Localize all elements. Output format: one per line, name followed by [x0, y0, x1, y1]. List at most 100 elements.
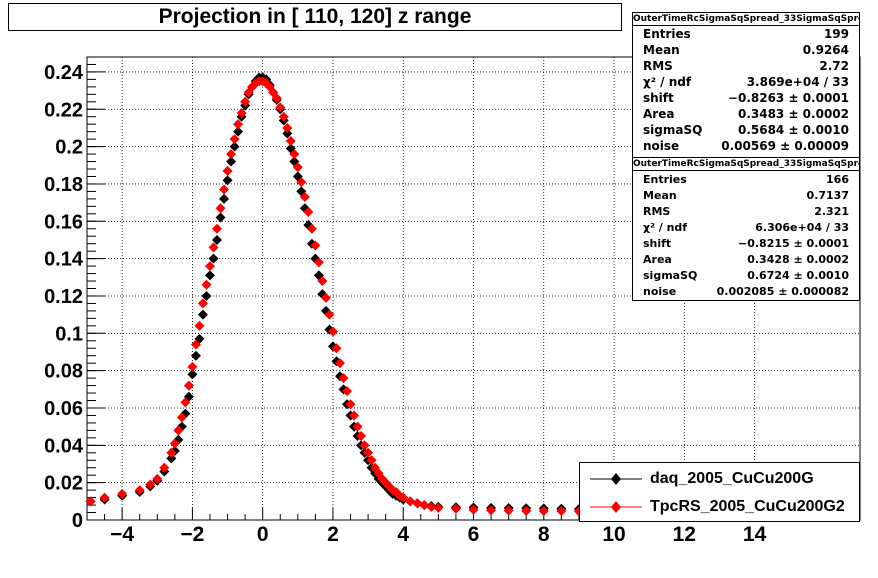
chart-title: Projection in [ 110, 120] z range	[8, 3, 622, 31]
data-point	[197, 309, 208, 320]
data-point	[226, 156, 237, 167]
stats-value: −0.8215 ± 0.0001	[738, 236, 849, 250]
data-point	[229, 141, 240, 152]
data-point	[299, 192, 310, 203]
data-point	[180, 397, 191, 408]
x-tick-label: 14	[743, 523, 767, 546]
stats-value: 199	[823, 27, 849, 41]
data-point	[190, 339, 201, 350]
data-point	[338, 373, 349, 384]
y-tick-label: 0.18	[44, 174, 83, 196]
data-point	[310, 240, 321, 251]
y-tick-label: 0.22	[44, 99, 83, 121]
data-point	[303, 206, 314, 217]
legend-marker-red-diamond-icon	[590, 501, 642, 513]
ticks: −4 −2 0 2 4 6 8 10 12 14 0 0.02 0.04 0.06 0.08 0.1 0.12 0…	[44, 62, 843, 546]
data-point	[240, 96, 251, 107]
stats-row: noise 0.00569 ± 0.00009	[633, 138, 859, 154]
data-point	[327, 326, 338, 337]
stats-value: 0.00569 ± 0.00009	[721, 139, 849, 153]
stats-value: −0.8263 ± 0.0001	[727, 91, 849, 105]
data-point	[233, 126, 244, 137]
legend-label-daq: daq_2005_CuCu200G	[650, 470, 814, 487]
data-point	[292, 162, 303, 173]
data-point	[222, 175, 233, 186]
y-tick-label: 0.1	[55, 323, 83, 345]
stats-label: shift	[643, 236, 672, 250]
data-point	[331, 343, 342, 354]
stats-value: 3.869e+04 / 33	[746, 75, 849, 89]
data-point	[468, 504, 479, 515]
data-point	[398, 492, 409, 503]
stats-header-2: OuterTimeRcSigmaSqSpread_33SigmaSqSpread	[633, 159, 859, 171]
stats-row: Mean 0.7137	[633, 187, 859, 203]
data-point	[275, 102, 286, 113]
data-point	[324, 309, 335, 320]
y-tick-label: 0.06	[44, 398, 83, 420]
y-tick-label: 0.02	[44, 473, 83, 495]
stats-label: RMS	[643, 204, 671, 218]
y-tick-label: 0.12	[44, 286, 83, 308]
data-point	[296, 177, 307, 188]
data-point	[229, 134, 240, 145]
x-tick-label: 4	[397, 523, 409, 546]
stats-box-2: OuterTimeRcSigmaSqSpread_33SigmaSqSpread…	[632, 157, 860, 301]
data-point	[145, 479, 156, 490]
stats-value: 166	[826, 172, 849, 186]
y-tick-label: 0.2	[55, 137, 83, 159]
x-tick-label: 2	[327, 523, 339, 546]
data-point	[342, 386, 353, 397]
data-point	[208, 242, 219, 253]
data-point	[366, 455, 377, 466]
x-tick-label: 6	[468, 523, 480, 546]
y-tick-label: 0	[72, 510, 83, 532]
stats-row: χ² / ndf 6.306e+04 / 33	[633, 219, 859, 235]
data-point	[521, 505, 532, 516]
data-point	[166, 453, 177, 464]
stats-value: 0.7137	[806, 188, 849, 202]
stats-value: 6.306e+04 / 33	[755, 220, 849, 234]
legend-item-daq: daq_2005_CuCu200G	[580, 465, 859, 493]
stats-label: Area	[643, 107, 675, 121]
data-point	[486, 505, 497, 516]
data-point	[556, 506, 567, 517]
stats-row: Area 0.3428 ± 0.0002	[633, 251, 859, 267]
stats-row: χ² / ndf 3.869e+04 / 33	[633, 74, 859, 90]
stats-label: Mean	[643, 188, 677, 202]
series-daq_2005_CuCu200G	[85, 72, 620, 515]
data-point	[289, 149, 300, 160]
data-point	[285, 136, 296, 147]
legend: daq_2005_CuCu200G TpcRS_2005_CuCu200G2	[579, 462, 860, 522]
data-point	[233, 119, 244, 130]
stats-value: 0.9264	[802, 43, 849, 57]
data-point	[201, 279, 212, 290]
data-point	[208, 253, 219, 264]
stats-row: sigmaSQ 0.5684 ± 0.0010	[633, 122, 859, 138]
data-point	[212, 223, 223, 234]
data-point	[317, 276, 328, 287]
data-point	[152, 473, 163, 484]
data-point	[134, 485, 145, 496]
x-tick-label: 8	[538, 523, 550, 546]
stats-label: Area	[643, 252, 672, 266]
data-point	[236, 108, 247, 119]
legend-item-tpcrs: TpcRS_2005_CuCu200G2	[580, 493, 859, 521]
stats-label: χ² / ndf	[643, 220, 688, 234]
data-point	[345, 399, 356, 410]
x-tick-label: 0	[257, 523, 269, 546]
data-point	[215, 212, 226, 223]
data-point	[278, 111, 289, 122]
data-point	[166, 447, 177, 458]
data-point	[405, 496, 416, 507]
stats-value: 2.72	[819, 59, 849, 73]
stats-label: noise	[643, 139, 680, 153]
data-point	[212, 234, 223, 245]
data-point	[176, 412, 187, 423]
data-point	[503, 505, 514, 516]
y-tick-label: 0.14	[44, 249, 84, 271]
series-TpcRS_2005_CuCu200G2	[85, 76, 620, 517]
stats-value: 0.5684 ± 0.0010	[737, 123, 849, 137]
data-point	[359, 440, 370, 451]
stats-header-1: OuterTimeRcSigmaSqSpread_33SigmaSqSpread	[633, 14, 859, 26]
data-point	[222, 165, 233, 176]
